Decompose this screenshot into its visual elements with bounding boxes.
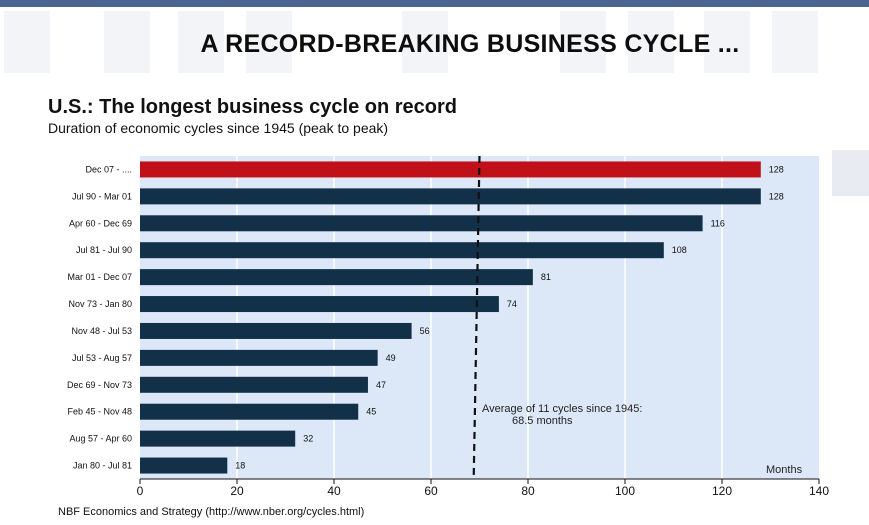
chart-title: U.S.: The longest business cycle on reco…: [48, 96, 457, 118]
chart-subtitle: Duration of economic cycles since 1945 (…: [48, 120, 389, 136]
slide-title: A RECORD-BREAKING BUSINESS CYCLE ...: [200, 30, 740, 58]
x-tick-label: 120: [712, 484, 732, 498]
header-background-pattern: [0, 7, 869, 77]
x-axis: 0 20 40 60 80 100 120 140: [137, 478, 829, 498]
bar: [140, 242, 664, 259]
category-label: Apr 60 - Dec 69: [69, 218, 132, 228]
value-label: 18: [235, 461, 245, 471]
category-labels: Dec 07 - .... Jul 90 - Mar 01 Apr 60 - Dec…: [67, 164, 132, 470]
bar: [140, 296, 499, 313]
bars: [140, 161, 761, 474]
value-label: 56: [420, 326, 430, 336]
category-label: Dec 07 - ....: [85, 164, 132, 174]
value-label: 108: [672, 245, 687, 255]
bar: [140, 188, 761, 205]
x-tick-label: 60: [424, 484, 438, 498]
bar: [140, 376, 368, 393]
category-label: Dec 69 - Nov 73: [67, 380, 132, 390]
x-tick-label: 80: [521, 484, 535, 498]
category-label: Jul 53 - Aug 57: [72, 353, 132, 363]
reference-line: [472, 155, 481, 480]
x-tick-label: 140: [809, 484, 829, 498]
category-label: Feb 45 - Nov 48: [67, 407, 132, 417]
value-label: 74: [507, 299, 517, 309]
average-annotation-line2: 68.5 months: [512, 415, 573, 427]
value-label: 49: [386, 353, 396, 363]
average-reference-line: [472, 155, 481, 480]
value-label: 47: [376, 380, 386, 390]
category-label: Jul 81 - Jul 90: [76, 245, 132, 255]
category-label: Nov 48 - Jul 53: [71, 326, 132, 336]
bar: [140, 457, 228, 474]
x-tick-label: 20: [230, 484, 244, 498]
value-label: 81: [541, 272, 551, 282]
bar: [140, 215, 703, 232]
x-tick-label: 40: [327, 484, 341, 498]
value-label: 128: [769, 191, 784, 201]
value-label: 116: [711, 218, 725, 228]
category-label: Jan 80 - Jul 81: [73, 461, 132, 471]
bar: [140, 403, 359, 420]
value-label: 128: [769, 164, 784, 174]
top-stripe: [0, 0, 869, 7]
decorative-block: [832, 150, 869, 196]
source-note: NBF Economics and Strategy (http://www.n…: [58, 506, 365, 518]
bar: [140, 322, 412, 339]
category-label: Jul 90 - Mar 01: [72, 191, 132, 201]
value-labels: 128 128 116 108 81 74 56 49 47 45 32 18: [235, 164, 784, 470]
average-annotation-line1: Average of 11 cycles since 1945:: [482, 403, 642, 415]
category-label: Nov 73 - Jan 80: [68, 299, 132, 309]
bar: [140, 430, 296, 447]
value-label: 32: [303, 434, 313, 444]
x-axis-label: Months: [766, 464, 803, 476]
bar: [140, 161, 761, 178]
value-label: 45: [366, 407, 376, 417]
bar: [140, 269, 533, 286]
bar: [140, 349, 378, 366]
x-tick-label: 0: [137, 484, 144, 498]
x-tick-label: 100: [615, 484, 635, 498]
category-label: Mar 01 - Dec 07: [67, 272, 132, 282]
gridlines: [236, 156, 723, 479]
category-label: Aug 57 - Apr 60: [69, 434, 132, 444]
